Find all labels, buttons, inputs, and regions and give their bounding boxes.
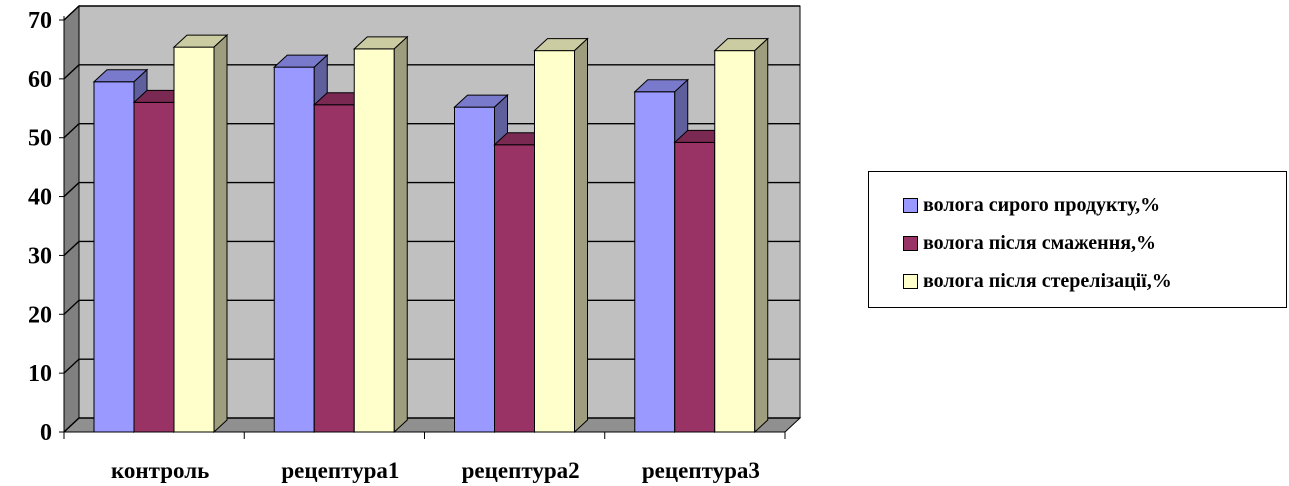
y-tick-label: 0 [40, 420, 52, 446]
x-tick-label: рецептура1 [281, 458, 399, 483]
bar-side [754, 37, 769, 434]
bar-front [273, 66, 315, 433]
y-axis-ticks: 0 10 20 30 40 50 60 70 [28, 8, 64, 446]
bar-front [674, 141, 716, 433]
bar-side [393, 35, 408, 434]
bar-side [574, 37, 588, 434]
y-tick-label: 10 [28, 361, 52, 387]
bar-front [353, 48, 395, 433]
y-tick-label: 30 [28, 243, 52, 269]
legend-swatch-raw [903, 197, 918, 213]
legend-item-fried: волога після смаження,% [903, 224, 1286, 262]
bar [533, 37, 589, 434]
legend-label-fried: волога після смаження,% [923, 231, 1157, 254]
x-tick-label: рецептура3 [642, 458, 760, 483]
bar [713, 37, 770, 434]
legend-item-sterilized: волога після стерелізації,% [903, 262, 1286, 300]
legend-swatch-fried [903, 235, 918, 251]
bar-front [313, 104, 355, 433]
bar [172, 33, 229, 434]
bar [352, 35, 409, 434]
y-tick-label: 70 [28, 8, 52, 34]
bar-front [494, 144, 535, 433]
legend-swatch-sterilized [903, 273, 918, 289]
bar-front [454, 106, 495, 433]
bar-side [213, 33, 228, 434]
bar-front [93, 81, 135, 433]
side-wall [63, 4, 80, 434]
legend-label-sterilized: волога після стерелізації,% [923, 269, 1172, 292]
y-tick-label: 20 [28, 302, 52, 328]
bar-front [634, 91, 676, 433]
bar-front [133, 101, 175, 433]
x-tick-label: контроль [111, 458, 209, 483]
y-tick-label: 40 [28, 185, 52, 211]
bars-layer [92, 33, 770, 434]
legend-label-raw: волога сирого продукту,% [923, 193, 1161, 216]
x-axis-ticks: контроль рецептура1 рецептура2 рецептура3 [63, 432, 786, 483]
y-tick-label: 50 [28, 126, 52, 152]
gridline [63, 5, 800, 21]
bar-front [173, 46, 215, 433]
bar-front [534, 50, 575, 433]
bar-front [714, 50, 756, 433]
legend-item-raw: волога сирого продукту,% [903, 186, 1286, 224]
y-tick-label: 60 [28, 67, 52, 93]
x-tick-label: рецептура2 [462, 458, 580, 483]
chart-legend: волога сирого продукту,% волога після см… [868, 171, 1287, 308]
